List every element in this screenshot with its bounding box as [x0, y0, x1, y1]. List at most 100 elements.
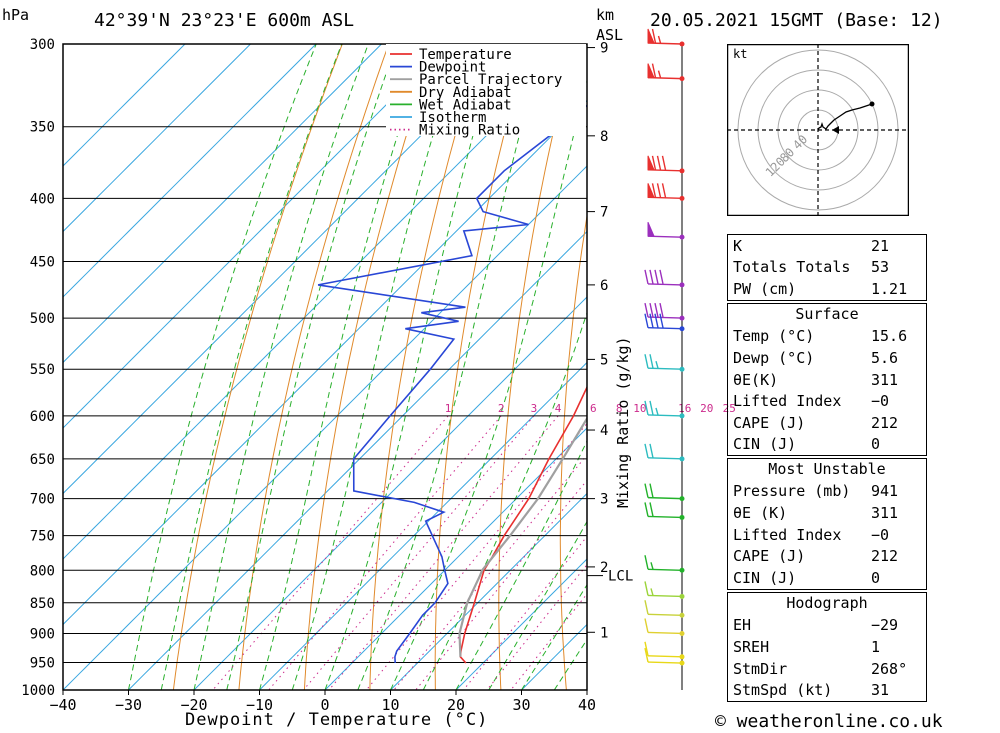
dry-adiabat-line [559, 212, 587, 690]
km-tick-label: 3 [600, 492, 608, 508]
dry-adiabat-line [172, 44, 343, 690]
pressure-tick-label: 300 [30, 37, 55, 53]
wind-barb [644, 600, 685, 618]
wind-barb [644, 502, 685, 520]
wind-barb [644, 483, 685, 502]
hodograph-index-label: StmSpd (kt) [733, 681, 833, 700]
wind-barb-flag [649, 502, 654, 517]
temperature-tick-label: −40 [49, 696, 76, 714]
wind-barb-staff [647, 661, 683, 664]
pressure-tick-label: 1000 [21, 683, 55, 699]
copyright-link[interactable]: © weatheronline.co.uk [715, 711, 943, 732]
wind-barb-flag [649, 269, 654, 285]
temperature-tick-label: 20 [447, 696, 465, 714]
isotherm-line [63, 44, 251, 233]
most-unstable-value: 941 [871, 482, 899, 501]
wind-barb-flag [654, 269, 659, 285]
wind-barb-flag [644, 354, 649, 369]
temperature-tick-label: −10 [246, 696, 273, 714]
surface-row: Lifted Index −0 [728, 390, 926, 412]
surface-value: 5.6 [871, 348, 899, 367]
wind-barb-flag [656, 183, 662, 198]
surface-row: Dewp (°C) 5.6 [728, 347, 926, 369]
hodograph-index-row: StmDir 268° [728, 658, 926, 680]
mixing-ratio-line [366, 422, 587, 690]
wind-barb-staff [647, 631, 683, 635]
wind-barb-flag [644, 600, 649, 615]
hodograph-end-dot [869, 101, 875, 107]
wind-barb-flag [659, 269, 664, 285]
wind-barb [644, 313, 685, 332]
asl-unit-label: ASL [596, 26, 624, 44]
wet-adiabat-line [226, 44, 398, 690]
surface-label: Temp (°C) [733, 327, 815, 346]
wind-barb-flag [644, 400, 649, 416]
legend-label: Wet Adiabat [419, 97, 512, 113]
most-unstable-row: θE (K) 311 [728, 502, 926, 524]
wind-barb-pennant [647, 155, 655, 171]
wind-barb-staff [647, 414, 683, 417]
wind-barb [644, 641, 685, 660]
wind-barb [644, 443, 685, 462]
legend-box [386, 44, 586, 136]
isotherm-line [63, 44, 382, 364]
most-unstable-label: Pressure (mb) [733, 482, 851, 501]
wind-barb-staff [647, 613, 683, 616]
hodograph-index-value: 1 [871, 637, 881, 656]
isotherm-line [63, 44, 317, 298]
wind-barb-pennant [647, 221, 655, 237]
wet-adiabat-line [193, 44, 369, 690]
wind-barb-half-flag [655, 361, 659, 369]
wind-barb [647, 155, 685, 174]
indices-table: K 21 Totals Totals 53 PW (cm) 1.21 [727, 234, 927, 301]
hodograph-index-value: −29 [871, 616, 899, 635]
dry-adiabat-line [498, 44, 575, 690]
wind-barb-staff [647, 655, 683, 658]
wind-barb-flag [644, 581, 649, 596]
pressure-tick-label: 500 [30, 311, 55, 327]
totals-totals-label: Totals Totals [733, 258, 851, 277]
pressure-tick-label: 450 [30, 255, 55, 271]
wind-barb-staff [647, 283, 683, 286]
km-tick-label: 1 [600, 625, 608, 641]
pw-value: 1.21 [871, 279, 908, 298]
mixing-ratio-label: 10 [633, 402, 646, 415]
hodograph-title: Hodograph [786, 594, 868, 612]
km-tick-label: 6 [600, 278, 608, 294]
k-index-value: 21 [871, 236, 890, 255]
mixing-ratio-label: 3 [531, 402, 538, 415]
surface-label: Lifted Index [733, 392, 842, 411]
legend-label: Dewpoint [419, 60, 486, 76]
hodograph-index-value: 268° [871, 659, 908, 678]
wind-barb-flag [649, 313, 654, 328]
surface-value: −0 [871, 392, 890, 411]
wind-barb-pennant [647, 183, 655, 198]
most-unstable-row: CAPE (J) 212 [728, 545, 926, 567]
wind-barb-pennant [647, 63, 655, 79]
mixing-ratio-line [328, 415, 559, 690]
pressure-tick-label: 900 [30, 626, 55, 642]
temperature-tick-label: −20 [180, 696, 207, 714]
wind-barb-flag [644, 313, 649, 328]
pressure-tick-label: 400 [30, 191, 55, 207]
wind-barb-flag [644, 443, 649, 459]
wind-barb-flag [644, 555, 649, 570]
wind-barb-flag [651, 28, 657, 44]
wind-barb [644, 581, 685, 599]
km-tick-label: 9 [600, 41, 608, 57]
pressure-tick-label: 800 [30, 563, 55, 579]
wind-barb [644, 302, 685, 321]
hodograph-index-label: StmDir [733, 659, 788, 678]
wind-barb-flag [654, 302, 659, 318]
most-unstable-row: CIN (J) 0 [728, 567, 926, 589]
wind-barb-half-flag [657, 35, 662, 44]
most-unstable-row: Pressure (mb) 941 [728, 481, 926, 503]
surface-label: Dewp (°C) [733, 348, 815, 367]
wind-barb-flag [654, 313, 659, 328]
wind-barb-flag [651, 63, 657, 78]
mixing-ratio-label: 8 [616, 402, 623, 415]
km-tick-label: 5 [600, 352, 608, 368]
wind-barb-half-flag [655, 407, 659, 416]
legend-label: Parcel Trajectory [419, 72, 562, 88]
